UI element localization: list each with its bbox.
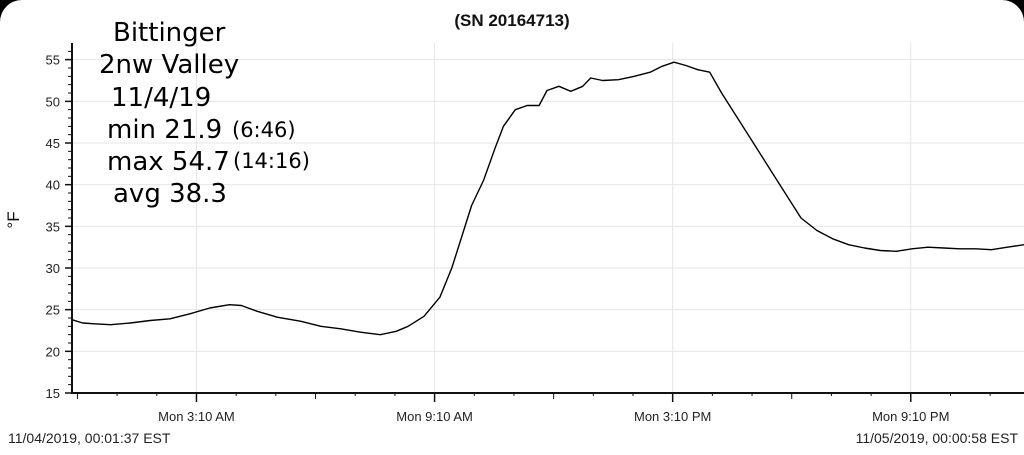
y-tick-label: 20 bbox=[46, 344, 60, 359]
start-timestamp: 11/04/2019, 00:01:37 EST bbox=[8, 430, 171, 446]
chart-title: (SN 20164713) bbox=[454, 11, 570, 30]
record-date: 11/4/19 bbox=[111, 83, 212, 113]
y-tick-label: 15 bbox=[46, 386, 60, 401]
x-tick-label: Mon 3:10 AM bbox=[158, 409, 235, 424]
y-tick-label: 55 bbox=[46, 53, 60, 68]
x-tick-label: Mon 3:10 PM bbox=[634, 409, 711, 424]
y-tick-label: 50 bbox=[46, 94, 60, 109]
end-timestamp: 11/05/2019, 00:00:58 EST bbox=[855, 430, 1018, 446]
station-name: Bittinger bbox=[113, 18, 226, 48]
y-tick-label: 30 bbox=[46, 261, 60, 276]
y-axis-label: °F bbox=[4, 211, 23, 229]
y-tick-label: 40 bbox=[46, 178, 60, 193]
max-temperature: max 54.7 bbox=[107, 147, 230, 177]
station-location: 2nw Valley bbox=[99, 50, 240, 80]
y-tick-label: 25 bbox=[46, 303, 60, 318]
max-time: (14:16) bbox=[233, 149, 310, 173]
avg-temperature: avg 38.3 bbox=[113, 179, 227, 209]
x-tick-label: Mon 9:10 PM bbox=[872, 409, 949, 424]
min-temperature: min 21.9 bbox=[107, 115, 223, 145]
y-tick-label: 35 bbox=[46, 219, 60, 234]
x-tick-label: Mon 9:10 AM bbox=[396, 409, 473, 424]
temperature-series-line bbox=[71, 61, 1024, 336]
min-time: (6:46) bbox=[232, 118, 296, 142]
y-tick-label: 45 bbox=[46, 136, 60, 151]
